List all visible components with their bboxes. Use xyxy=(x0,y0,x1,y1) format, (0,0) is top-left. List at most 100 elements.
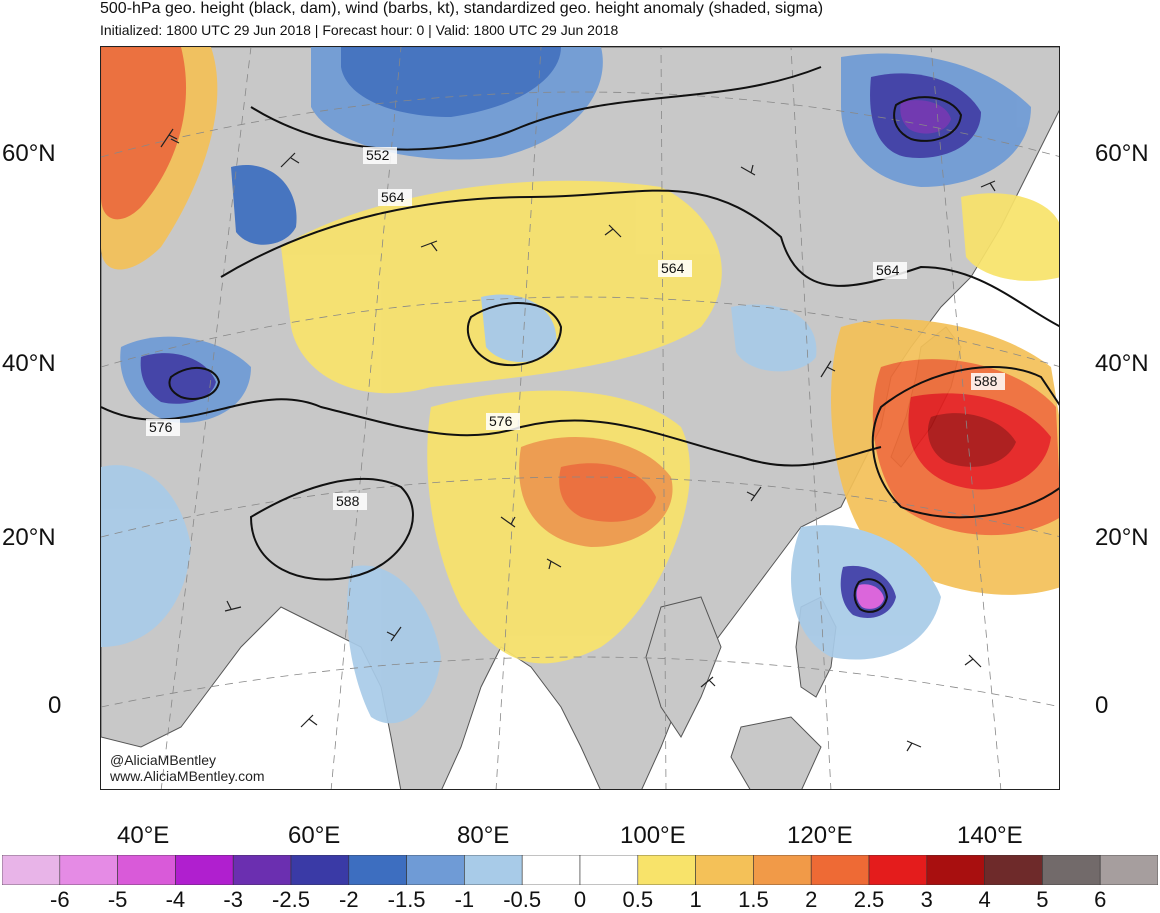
contour-label: 588 xyxy=(974,373,998,389)
colorbar-tick-label: 0 xyxy=(573,887,587,912)
colorbar-tick-label: -2 xyxy=(339,887,359,912)
colorbar-tick-label: 0.5 xyxy=(622,887,654,912)
colorbar-swatch xyxy=(810,855,870,885)
lat-label-eq-left: 0 xyxy=(48,692,62,719)
anomaly-neg-china-north xyxy=(731,304,817,372)
anomaly-neg-india-sw xyxy=(347,565,441,724)
colorbar-swatch xyxy=(753,855,812,885)
contour-588-east xyxy=(871,366,1059,519)
parallel-20n xyxy=(101,476,1059,538)
lat-label-60n-right: 60°N xyxy=(1095,140,1149,167)
borneo-land xyxy=(730,716,822,789)
credit-website: www.AliciaMBentley.com xyxy=(110,768,265,784)
colorbar-swatch xyxy=(637,855,696,885)
colorbar-tick-label: 1.5 xyxy=(738,887,769,912)
contour-label: 564 xyxy=(381,189,405,205)
contour-label-group: 552 564 564 564 576 576 588 588 xyxy=(146,147,1005,510)
colorbar-tick-label: 1 xyxy=(689,887,702,912)
colorbar-swatch xyxy=(175,855,234,885)
lat-label-eq-right: 0 xyxy=(1095,692,1109,719)
parallel-60n xyxy=(101,91,1059,158)
anomaly-neg-north-siberia-core xyxy=(341,47,561,117)
lat-label-20n-right: 20°N xyxy=(1095,524,1149,551)
anomaly-neg-caspian-core xyxy=(140,353,216,404)
colorbar-swatch xyxy=(59,855,118,885)
lon-label-100e: 100°E xyxy=(620,822,686,849)
colorbar-swatch xyxy=(2,855,61,885)
parallel-40n xyxy=(101,296,1059,368)
anomaly-neg-mongolia xyxy=(481,294,557,362)
lat-label-40n-right: 40°N xyxy=(1095,350,1149,377)
lat-label-20n-left: 20°N xyxy=(2,524,56,551)
credit-handle: @AliciaMBentley xyxy=(110,752,217,768)
anomaly-pos-nwpacific-peak xyxy=(927,413,1016,467)
colorbar-swatch xyxy=(926,855,985,885)
colorbar-tick-label: -2.5 xyxy=(272,887,310,912)
lat-label-40n-left: 40°N xyxy=(2,350,56,377)
colorbar-tick-label: 2.5 xyxy=(853,887,885,912)
contour-typhoon-low xyxy=(853,578,889,613)
colorbar-swatch xyxy=(695,855,754,885)
meridian-60e xyxy=(330,47,402,789)
anomaly-neg-okhotsk-peak xyxy=(900,100,951,134)
colorbar-tick-label: -1.5 xyxy=(387,887,426,912)
meridian-140e xyxy=(930,47,1002,789)
colorbar-tick-label: -6 xyxy=(50,887,70,912)
colorbar-swatch xyxy=(868,855,928,885)
graticule xyxy=(101,47,1059,789)
contour-552 xyxy=(250,66,822,151)
anomaly-pos-central-asia xyxy=(281,180,722,394)
contour-label: 552 xyxy=(366,147,390,163)
contour-label: 564 xyxy=(661,260,685,276)
colorbar-tick-label: 5 xyxy=(1036,887,1049,912)
lon-label-40e: 40°E xyxy=(117,822,170,849)
colorbar-tick-label: -0.5 xyxy=(503,887,542,912)
colorbar-swatch xyxy=(579,855,639,885)
anomaly-neg-arabia xyxy=(101,465,191,647)
contour-label: 564 xyxy=(876,262,900,278)
contour-588-west xyxy=(249,478,414,581)
contour-caspian-low xyxy=(168,366,221,400)
map-subtitle: Initialized: 1800 UTC 29 Jun 2018 | Fore… xyxy=(100,22,619,38)
map-canvas: 552 564 564 564 576 576 588 588 xyxy=(101,47,1059,789)
contour-mongolia-low xyxy=(466,302,563,367)
contour-label: 588 xyxy=(336,493,360,509)
colorbar-swatch xyxy=(117,855,176,885)
lon-label-140e: 140°E xyxy=(957,822,1023,849)
colorbar-tick-label: 4 xyxy=(978,887,991,912)
wind-barbs xyxy=(160,128,996,752)
colorbar-swatch xyxy=(232,855,292,885)
contour-label: 576 xyxy=(149,419,173,435)
colorbar-tick-label: 3 xyxy=(920,887,933,912)
contour-okhotsk-low xyxy=(893,96,963,142)
meridian-80e xyxy=(495,47,542,789)
meridian-120e xyxy=(790,47,832,789)
colorbar-tick-label: -5 xyxy=(107,887,128,912)
colorbar-tick-label: -1 xyxy=(454,887,475,912)
colorbar-tick-label: -3 xyxy=(223,887,243,912)
colorbar-swatch xyxy=(1099,855,1158,885)
colorbar-swatch xyxy=(464,855,523,885)
lat-label-60n-left: 60°N xyxy=(2,140,56,167)
colorbar-swatch xyxy=(348,855,407,885)
colorbar-tick-label: 6 xyxy=(1094,887,1107,912)
colorbar-swatch xyxy=(1042,855,1101,885)
colorbar xyxy=(2,855,1158,885)
map-title: 500-hPa geo. height (black, dam), wind (… xyxy=(100,0,824,17)
lon-label-60e: 60°E xyxy=(288,822,341,849)
colorbar-swatch xyxy=(406,855,465,885)
colorbar-tick-label: 2 xyxy=(805,887,818,912)
parallel-0 xyxy=(101,656,1059,708)
colorbar-swatch xyxy=(984,855,1043,885)
meridian-100e xyxy=(660,47,667,789)
contour-label: 576 xyxy=(489,413,513,429)
colorbar-tick-label: -4 xyxy=(165,887,186,912)
anomaly-pos-korea xyxy=(961,193,1059,281)
lon-label-80e: 80°E xyxy=(457,822,510,849)
contour-564 xyxy=(220,189,1059,328)
colorbar-swatches xyxy=(2,855,1158,885)
anomaly-pos-northwest-core xyxy=(101,47,187,220)
colorbar-swatch xyxy=(290,855,350,885)
map-panel: 552 564 564 564 576 576 588 588 xyxy=(100,46,1060,790)
lon-label-120e: 120°E xyxy=(787,822,853,849)
